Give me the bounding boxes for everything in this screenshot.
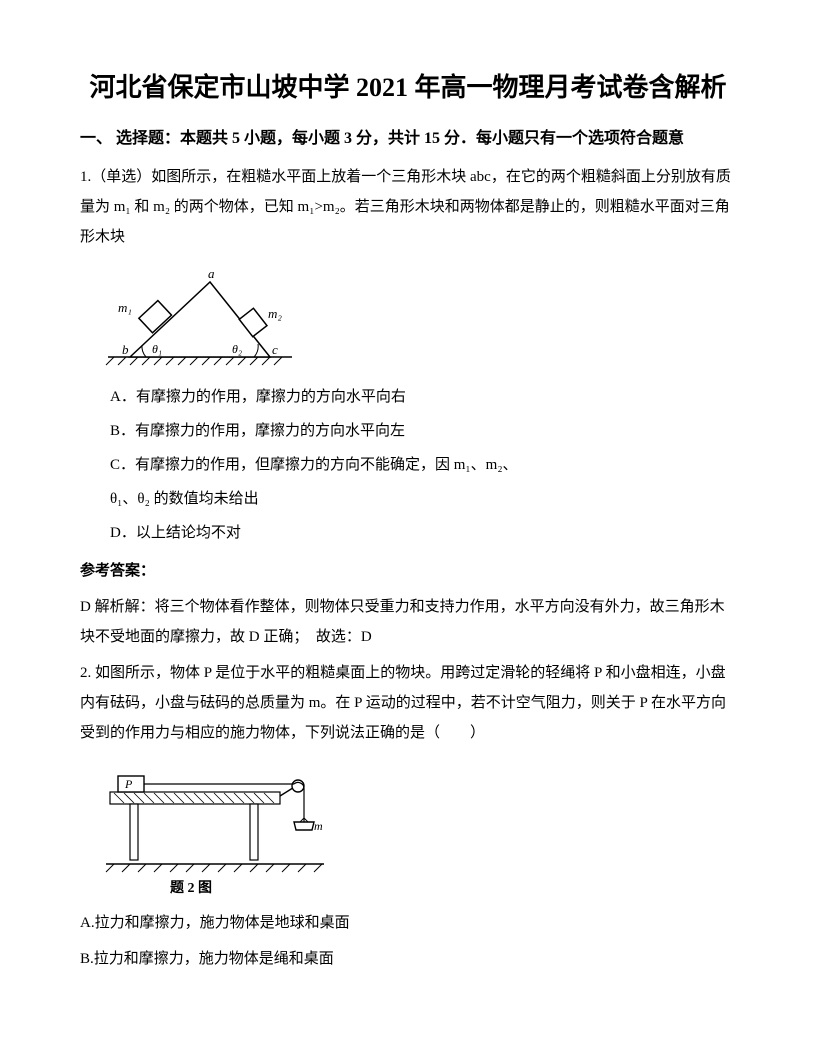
q1-answer-label: 参考答案： xyxy=(80,556,736,586)
fig2-caption: 题 2 图 xyxy=(170,880,212,896)
q1-option-c: C．有摩擦力的作用，但摩擦力的方向不能确定，因 m₁、m₂、 xyxy=(110,450,736,480)
label-b: b xyxy=(122,342,129,357)
label-theta2: θ₂ xyxy=(232,342,242,356)
q2-option-a: A.拉力和摩擦力，施力物体是地球和桌面 xyxy=(80,908,736,938)
label-m: m xyxy=(314,819,323,833)
section-1-heading: 一、 选择题：本题共 5 小题，每小题 3 分，共计 15 分．每小题只有一个选… xyxy=(80,126,736,152)
q1-option-b: B．有摩擦力的作用，摩擦力的方向水平向左 xyxy=(110,416,736,446)
page: 河北省保定市山坡中学 2021 年高一物理月考试卷含解析 一、 选择题：本题共 … xyxy=(0,0,816,1056)
pulley-table-diagram: P m 题 2 图 xyxy=(100,758,330,898)
q1-answer-text: D 解析解：将三个物体看作整体，则物体只受重力和支持力作用，水平方向没有外力，故… xyxy=(80,592,736,652)
q2-figure: P m 题 2 图 xyxy=(100,758,736,898)
label-a: a xyxy=(208,266,215,281)
q1-option-a: A．有摩擦力的作用，摩擦力的方向水平向右 xyxy=(110,382,736,412)
q2-option-b: B.拉力和摩擦力，施力物体是绳和桌面 xyxy=(80,944,736,974)
triangle-block-diagram: a b c m₁ m₂ θ₁ θ₂ xyxy=(100,262,300,372)
q1-figure: a b c m₁ m₂ θ₁ θ₂ xyxy=(100,262,736,372)
q1-option-c-line2: θ₁、θ₂ 的数值均未给出 xyxy=(110,484,736,514)
label-m1: m₁ xyxy=(118,300,132,315)
label-m2: m₂ xyxy=(268,306,282,321)
q1-stem: 1.（单选）如图所示，在粗糙水平面上放着一个三角形木块 abc，在它的两个粗糙斜… xyxy=(80,162,736,252)
doc-title: 河北省保定市山坡中学 2021 年高一物理月考试卷含解析 xyxy=(80,70,736,106)
label-theta1: θ₁ xyxy=(152,342,162,356)
q2-stem: 2. 如图所示，物体 P 是位于水平的粗糙桌面上的物块。用跨过定滑轮的轻绳将 P… xyxy=(80,658,736,748)
q1-option-d: D．以上结论均不对 xyxy=(110,518,736,548)
label-c: c xyxy=(272,342,278,357)
label-P: P xyxy=(124,777,133,791)
